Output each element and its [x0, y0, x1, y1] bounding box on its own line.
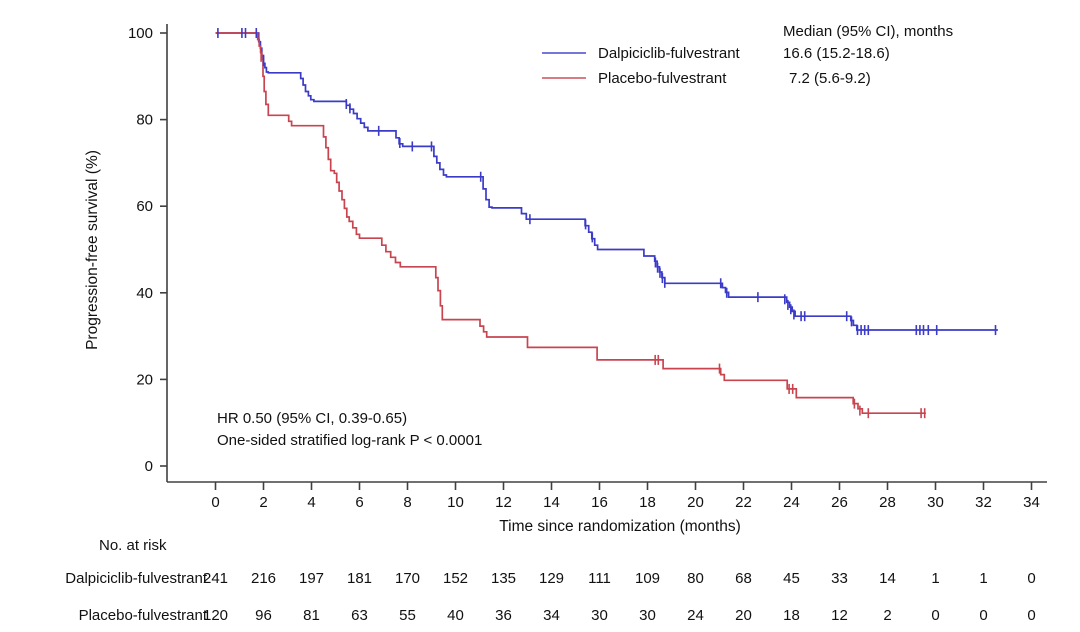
x-ticks: 0 2 4 6 8 10 12 14 16 18 20 22 24 26 28 30 32 34: [211, 482, 1040, 511]
risk-value: 68: [735, 570, 752, 587]
x-tick-label: 26: [831, 494, 848, 511]
x-tick-label: 8: [403, 494, 411, 511]
x-tick-label: 14: [543, 494, 560, 511]
legend-label-placebo: Placebo-fulvestrant: [598, 70, 727, 87]
legend-header: Median (95% CI), months: [783, 23, 953, 40]
risk-value: 0: [979, 607, 987, 624]
x-tick-label: 32: [975, 494, 992, 511]
risk-value: 135: [491, 570, 516, 587]
risk-value: 1: [931, 570, 939, 587]
x-tick-label: 28: [879, 494, 896, 511]
risk-value: 80: [687, 570, 704, 587]
risk-value: 20: [735, 607, 752, 624]
risk-row-label-dalpiciclib: Dalpiciclib-fulvestrant: [65, 570, 208, 587]
risk-value: 216: [251, 570, 276, 587]
x-tick-label: 20: [687, 494, 704, 511]
legend-median-dalpiciclib: 16.6 (15.2-18.6): [783, 45, 890, 62]
censor-marks: [217, 28, 997, 419]
x-axis-title: Time since randomization (months): [499, 518, 740, 535]
risk-value: 81: [303, 607, 320, 624]
risk-value: 170: [395, 570, 420, 587]
risk-value: 2: [883, 607, 891, 624]
survival-curves: [215, 32, 998, 415]
x-tick-label: 10: [447, 494, 464, 511]
risk-table-title: No. at risk: [99, 537, 167, 554]
y-tick-label: 60: [136, 198, 153, 215]
legend-label-dalpiciclib: Dalpiciclib-fulvestrant: [598, 45, 741, 62]
risk-value: 120: [203, 607, 228, 624]
risk-table-values: 241 216 197 181 170 152 135 129 111 109 80 68 45 33 14…: [203, 570, 1036, 624]
risk-value: 14: [879, 570, 896, 587]
risk-value: 241: [203, 570, 228, 587]
legend-median-placebo: 7.2 (5.6-9.2): [789, 70, 871, 87]
risk-value: 30: [591, 607, 608, 624]
risk-value: 34: [543, 607, 560, 624]
y-tick-label: 100: [128, 25, 153, 42]
risk-value: 111: [588, 570, 611, 587]
hr-annotation: HR 0.50 (95% CI, 0.39-0.65): [217, 410, 407, 427]
x-tick-label: 30: [927, 494, 944, 511]
risk-value: 36: [495, 607, 512, 624]
risk-value: 33: [831, 570, 848, 587]
logrank-annotation: One-sided stratified log-rank P < 0.0001: [217, 432, 482, 449]
x-tick-label: 4: [307, 494, 315, 511]
x-tick-label: 34: [1023, 494, 1040, 511]
x-tick-label: 0: [211, 494, 219, 511]
risk-value: 197: [299, 570, 324, 587]
legend: Median (95% CI), months Dalpiciclib-fulv…: [542, 23, 953, 87]
x-tick-label: 24: [783, 494, 800, 511]
risk-value: 96: [255, 607, 272, 624]
risk-value: 55: [399, 607, 416, 624]
x-tick-label: 2: [259, 494, 267, 511]
risk-value: 152: [443, 570, 468, 587]
y-axis-title: Progression-free survival (%): [84, 150, 101, 350]
y-tick-label: 20: [136, 371, 153, 388]
y-tick-label: 0: [145, 458, 153, 475]
risk-table: No. at risk Dalpiciclib-fulvestrant Plac…: [65, 537, 208, 624]
risk-value: 0: [1027, 607, 1035, 624]
stats-annotation: HR 0.50 (95% CI, 0.39-0.65) One-sided st…: [217, 410, 482, 449]
risk-value: 109: [635, 570, 660, 587]
risk-value: 12: [831, 607, 848, 624]
risk-value: 1: [979, 570, 987, 587]
y-tick-label: 40: [136, 285, 153, 302]
x-tick-label: 22: [735, 494, 752, 511]
risk-value: 0: [931, 607, 939, 624]
risk-value: 129: [539, 570, 564, 587]
x-tick-label: 12: [495, 494, 512, 511]
risk-value: 40: [447, 607, 464, 624]
x-tick-label: 6: [355, 494, 363, 511]
y-ticks: 0 20 40 60 80 100: [128, 25, 167, 475]
risk-value: 181: [347, 570, 372, 587]
y-tick-label: 80: [136, 112, 153, 129]
x-tick-label: 18: [639, 494, 656, 511]
risk-row-label-placebo: Placebo-fulvestrant: [79, 607, 208, 624]
risk-value: 18: [783, 607, 800, 624]
km-curve-placebo-fulvestrant: [215, 32, 926, 415]
risk-value: 30: [639, 607, 656, 624]
risk-value: 45: [783, 570, 800, 587]
x-tick-label: 16: [591, 494, 608, 511]
risk-value: 24: [687, 607, 704, 624]
risk-value: 63: [351, 607, 368, 624]
risk-value: 0: [1027, 570, 1035, 587]
